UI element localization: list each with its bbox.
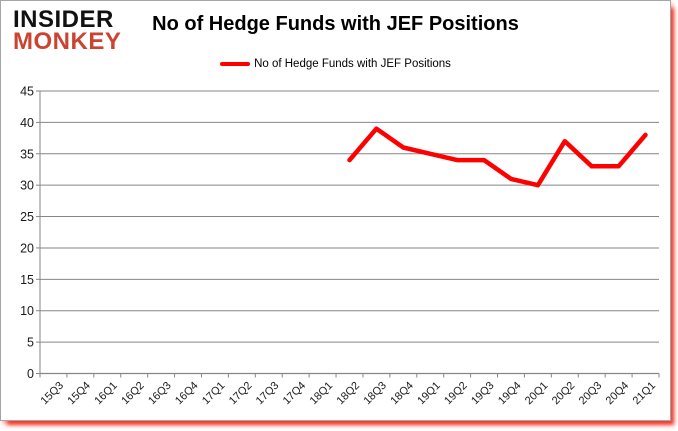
x-axis-label: 19Q2: [442, 380, 470, 408]
logo-text-monkey: MONKEY: [13, 28, 122, 55]
x-axis-label: 16Q1: [92, 380, 120, 408]
y-axis-label: 0: [27, 367, 34, 381]
y-axis-label: 15: [20, 273, 34, 287]
line-chart: 0 5 10 15 20 25 30 35 40 45 15Q3 15Q4 16Q1 16Q2 16Q3 16…: [20, 85, 660, 408]
y-axis-label: 5: [27, 336, 34, 350]
legend-label: No of Hedge Funds with JEF Positions: [254, 58, 451, 70]
y-axis-label: 40: [20, 116, 34, 130]
insider-monkey-logo: INSIDER MONKEY: [13, 6, 122, 55]
logo-text-insider: INSIDER: [13, 6, 114, 33]
x-axis-label: 17Q3: [254, 380, 282, 408]
x-axis-label: 16Q3: [146, 380, 174, 408]
y-axis-label: 20: [20, 241, 34, 255]
x-axis-label: 18Q4: [388, 380, 416, 408]
x-axis-label: 15Q4: [65, 380, 93, 408]
chart-title: No of Hedge Funds with JEF Positions: [152, 13, 519, 35]
x-axis-label: 17Q1: [200, 380, 228, 408]
legend-line-swatch: [220, 62, 251, 66]
x-axis-label: 18Q2: [335, 380, 363, 408]
x-axis-label: 21Q1: [631, 380, 659, 408]
x-axis-label: 20Q2: [550, 380, 578, 408]
series-line: [347, 126, 648, 188]
x-axis-label: 18Q1: [308, 380, 336, 408]
chart-card: 0 5 10 15 20 25 30 35 40 45 15Q3 15Q4 16Q1 16Q2 16Q3 16…: [0, 0, 671, 421]
legend: No of Hedge Funds with JEF Positions: [1, 58, 670, 70]
x-axis-label: 15Q3: [39, 380, 67, 408]
x-axis-label: 16Q2: [119, 380, 147, 408]
x-axis-label: 20Q1: [523, 380, 551, 408]
x-axis-label: 16Q4: [173, 380, 201, 408]
y-axis-label: 25: [20, 210, 34, 224]
x-axis-label: 17Q2: [227, 380, 255, 408]
y-axis-label: 45: [20, 85, 34, 99]
x-axis-label: 20Q4: [604, 380, 632, 408]
y-axis-label: 10: [20, 304, 34, 318]
x-axis-label: 17Q4: [281, 380, 309, 408]
x-axis-label: 19Q3: [469, 380, 497, 408]
x-axis-label: 19Q4: [496, 380, 524, 408]
x-axis-label: 19Q1: [415, 380, 443, 408]
x-axis-label: 20Q3: [577, 380, 605, 408]
y-axis-label: 35: [20, 147, 34, 161]
y-axis-label: 30: [20, 179, 34, 193]
x-axis-label: 18Q3: [361, 380, 389, 408]
